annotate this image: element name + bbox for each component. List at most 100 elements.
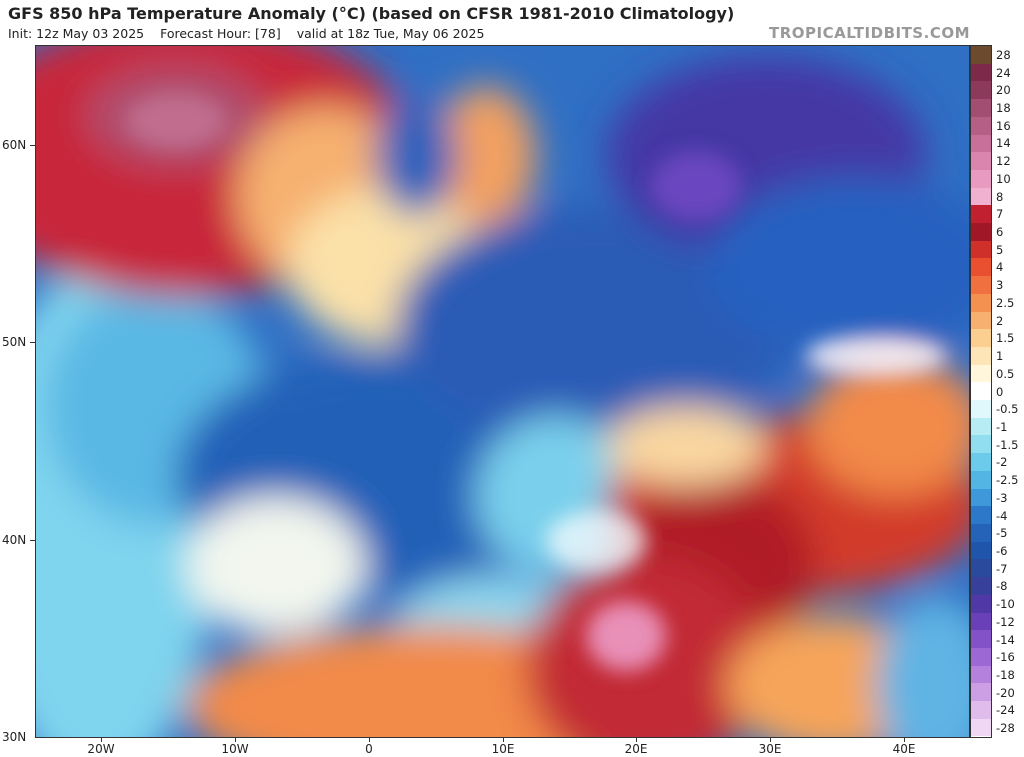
- color-legend-swatch: [971, 311, 991, 330]
- color-legend-label: -5: [996, 526, 1008, 541]
- color-legend-swatch: [971, 470, 991, 489]
- color-legend-swatch: [971, 46, 991, 64]
- color-legend-swatch: [971, 665, 991, 684]
- color-legend-swatch: [971, 683, 991, 702]
- lat-tick: [30, 145, 35, 146]
- color-legend-label: -28: [996, 721, 1015, 736]
- color-legend-label: -18: [996, 667, 1015, 682]
- color-legend-swatch: [971, 594, 991, 613]
- color-legend-label: -20: [996, 685, 1015, 700]
- lon-tick: [904, 738, 905, 742]
- color-legend-label: 28: [996, 47, 1011, 62]
- color-legend-label: 2.5: [996, 295, 1015, 310]
- color-legend-swatch: [971, 187, 991, 206]
- site-watermark: TROPICALTIDBITS.COM: [769, 24, 970, 42]
- anomaly-field: [36, 46, 969, 737]
- forecast-hour: Forecast Hour: [78]: [160, 26, 281, 41]
- color-legend-label: 3: [996, 278, 1004, 293]
- lat-label-60n: 60N: [2, 138, 27, 152]
- color-legend-swatch: [971, 346, 991, 365]
- color-legend-label: 6: [996, 225, 1004, 240]
- valid-time: valid at 18z Tue, May 06 2025: [296, 26, 485, 41]
- init-time: Init: 12z May 03 2025: [8, 26, 145, 41]
- color-legend-swatch: [971, 630, 991, 648]
- color-legend-label: 0: [996, 384, 1004, 399]
- color-legend-swatch: [971, 435, 991, 454]
- color-legend-label: 5: [996, 242, 1004, 257]
- lon-tick: [636, 738, 637, 742]
- lat-label-50n: 50N: [2, 335, 27, 349]
- color-legend-swatch: [971, 116, 991, 135]
- map-title: GFS 850 hPa Temperature Anomaly (°C) (ba…: [8, 4, 735, 23]
- color-legend-swatch: [971, 523, 991, 542]
- color-legend-label: -1.5: [996, 437, 1019, 452]
- color-legend-swatch: [971, 506, 991, 524]
- color-legend-label: -14: [996, 632, 1015, 647]
- color-legend-swatch: [971, 718, 991, 737]
- color-legend-swatch: [971, 364, 991, 383]
- lon-tick: [369, 738, 370, 742]
- color-legend-label: 24: [996, 65, 1011, 80]
- color-legend-swatch: [971, 541, 991, 560]
- color-legend-label: 0.5: [996, 366, 1015, 381]
- lon-label-30e: 30E: [758, 742, 782, 756]
- lon-label-10e: 10E: [491, 742, 515, 756]
- color-legend-label: -12: [996, 614, 1015, 629]
- color-legend: [970, 45, 992, 738]
- color-legend-label: -8: [996, 579, 1008, 594]
- anomaly-map: [35, 45, 970, 738]
- color-legend-label: 12: [996, 154, 1011, 169]
- color-legend-swatch: [971, 647, 991, 666]
- lon-tick: [503, 738, 504, 742]
- lon-label-20w: 20W: [87, 742, 115, 756]
- color-legend-label: 10: [996, 171, 1011, 186]
- color-legend-swatch: [971, 577, 991, 595]
- color-legend-label: -6: [996, 543, 1008, 558]
- color-legend-label: 1.5: [996, 331, 1015, 346]
- color-legend-label: 1: [996, 349, 1004, 364]
- color-legend-swatch: [971, 453, 991, 471]
- lon-label-10w: 10W: [221, 742, 249, 756]
- color-legend-swatch: [971, 99, 991, 117]
- color-legend-swatch: [971, 63, 991, 82]
- lon-label-40e: 40E: [892, 742, 916, 756]
- lon-label-0: 0: [365, 742, 373, 756]
- lon-tick: [770, 738, 771, 742]
- color-legend-label: 2: [996, 313, 1004, 328]
- color-legend-label: -1: [996, 419, 1008, 434]
- color-legend-swatch: [971, 81, 991, 100]
- color-legend-swatch: [971, 169, 991, 188]
- color-legend-label: -2.5: [996, 473, 1019, 488]
- map-subtitle: Init: 12z May 03 2025 Forecast Hour: [78…: [8, 26, 496, 41]
- color-legend-label: -3: [996, 490, 1008, 505]
- color-legend-swatch: [971, 701, 991, 719]
- lon-tick: [235, 738, 236, 742]
- color-legend-label: -16: [996, 650, 1015, 665]
- lon-tick: [101, 738, 102, 742]
- color-legend-label: -4: [996, 508, 1008, 523]
- color-legend-label: 16: [996, 118, 1011, 133]
- color-legend-label: 8: [996, 189, 1004, 204]
- color-legend-label: 7: [996, 207, 1004, 222]
- color-legend-label: -7: [996, 561, 1008, 576]
- color-legend-swatch: [971, 400, 991, 418]
- color-legend-label: -24: [996, 703, 1015, 718]
- color-legend-swatch: [971, 382, 991, 401]
- color-legend-swatch: [971, 205, 991, 224]
- color-legend-swatch: [971, 559, 991, 578]
- lon-label-20e: 20E: [624, 742, 648, 756]
- color-legend-label: 18: [996, 101, 1011, 115]
- color-legend-label: 20: [996, 83, 1011, 98]
- color-legend-swatch: [971, 152, 991, 170]
- lat-label-40n: 40N: [2, 533, 27, 547]
- color-legend-swatch: [971, 293, 991, 312]
- color-legend-label: 4: [996, 260, 1004, 275]
- color-legend-label: -10: [996, 597, 1015, 612]
- color-legend-swatch: [971, 488, 991, 507]
- color-legend-swatch: [971, 417, 991, 436]
- lat-label-30n: 30N: [2, 730, 27, 744]
- lat-tick: [30, 540, 35, 541]
- color-legend-label: -2: [996, 455, 1008, 470]
- color-legend-label: -0.5: [996, 402, 1019, 417]
- color-legend-swatch: [971, 612, 991, 631]
